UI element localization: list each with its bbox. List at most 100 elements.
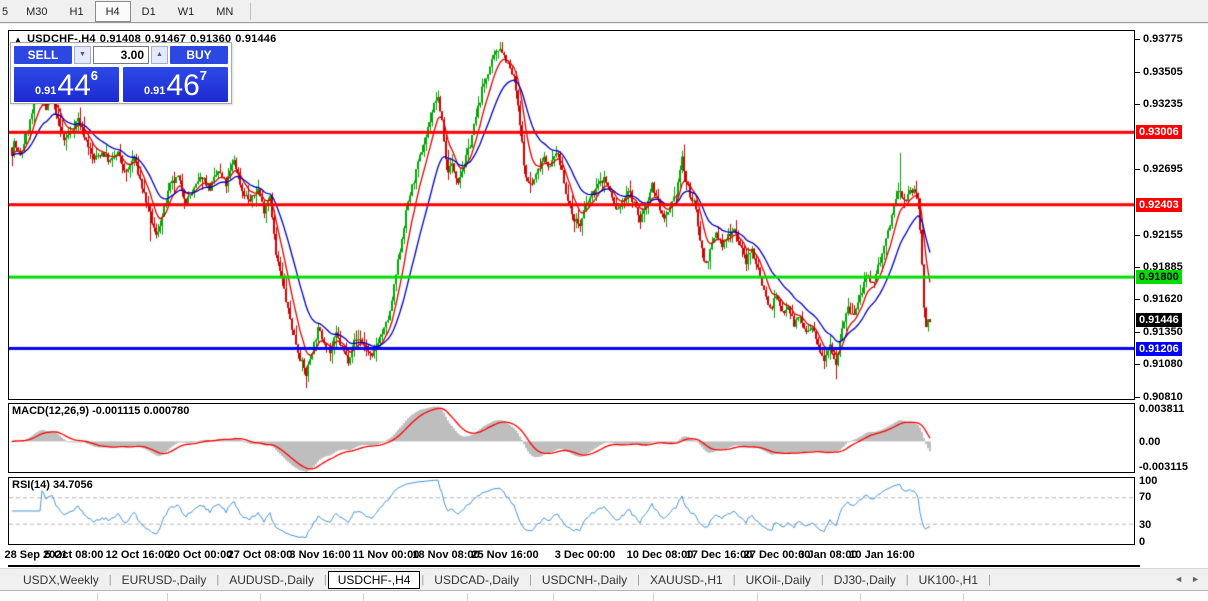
- price-badge-0.91206: 0.91206: [1136, 342, 1182, 357]
- rsi-label: RSI(14) 34.7056: [12, 479, 93, 491]
- price-tick-label: 0.90810: [1143, 390, 1183, 403]
- trade-panel-prices: 0.91 44 6 0.91 46 7: [14, 67, 228, 102]
- tab-scroll-left-icon[interactable]: ◄: [1174, 574, 1184, 584]
- macd-axis-label: 0.003811: [1139, 403, 1185, 415]
- price-tick-label: 0.91885: [1143, 261, 1183, 274]
- tab-separator: |: [732, 573, 736, 586]
- tab-usdchf-h4[interactable]: USDCHF-,H4: [327, 570, 421, 589]
- macd-label: MACD(12,26,9) -0.001115 0.000780: [12, 405, 190, 417]
- rsi-axis-label: 100: [1139, 475, 1158, 487]
- price-tick-label: 0.91620: [1143, 293, 1183, 306]
- panel-column-separator: [553, 593, 554, 601]
- timeframe-button-h4[interactable]: H4: [94, 0, 131, 22]
- buy-button[interactable]: BUY: [170, 46, 228, 64]
- time-axis-label: 3 Nov 16:00: [289, 549, 351, 561]
- time-axis-label: 3 Jan 08:00: [798, 549, 858, 561]
- sell-button[interactable]: SELL: [14, 46, 72, 64]
- tab-separator: |: [216, 573, 220, 586]
- timeframe-button-mn[interactable]: MN: [216, 5, 234, 18]
- price-tick-label: 0.91350: [1143, 325, 1183, 338]
- time-axis-label: 17 Dec 16:00: [685, 549, 753, 561]
- price-tick-mark: [1135, 39, 1140, 41]
- time-axis-label: 10 Jan 16:00: [849, 549, 915, 561]
- tab-separator: |: [637, 573, 641, 586]
- tab-scroll-arrows: ◄ ►: [1174, 573, 1200, 585]
- sell-price-display[interactable]: 0.91 44 6: [14, 67, 119, 102]
- price-tick-mark: [1135, 267, 1140, 269]
- macd-axis-label: 0.00: [1139, 435, 1161, 448]
- tab-ukoil-daily[interactable]: UKOil-,Daily: [745, 572, 811, 587]
- tab-separator: |: [528, 573, 532, 586]
- volume-increase-icon[interactable]: ▲: [151, 46, 168, 64]
- tab-separator: |: [905, 573, 909, 586]
- price-tick-label: 0.93505: [1143, 65, 1183, 78]
- price-badge-0.91800: 0.91800: [1136, 270, 1182, 285]
- macd-indicator-pane: MACD(12,26,9) -0.001115 0.000780: [8, 403, 1135, 473]
- tab-usdcad-daily[interactable]: USDCAD-,Daily: [434, 572, 519, 587]
- time-axis-label: 27 Dec 00:00: [743, 549, 811, 561]
- tab-usdx-weekly[interactable]: USDX,Weekly: [23, 572, 99, 587]
- macd-axis-label: -0.003115: [1139, 461, 1188, 473]
- sell-price-big: 44: [57, 69, 91, 102]
- panel-column-separator: [963, 593, 964, 601]
- price-badge-0.93006: 0.93006: [1136, 124, 1182, 139]
- tab-audusd-daily[interactable]: AUDUSD-,Daily: [229, 572, 314, 587]
- toolbar-separator: [250, 2, 252, 20]
- price-tick-mark: [1135, 169, 1140, 171]
- rsi-axis-label: 30: [1139, 518, 1152, 531]
- tab-xauusd-h1[interactable]: XAUUSD-,H1: [650, 572, 723, 587]
- buy-price-sup: 7: [199, 68, 208, 83]
- sell-price-prefix: 0.91: [34, 85, 57, 97]
- timeframe-button-w1[interactable]: W1: [177, 5, 195, 18]
- tab-uk100-h1[interactable]: UK100-,H1: [918, 572, 979, 587]
- time-axis: 28 Sep 2021 5 Oct 08:00 12 Oct 16:00 20 Oct…: [0, 549, 1135, 565]
- buy-price-prefix: 0.91: [143, 85, 166, 97]
- timeframe-button-m30[interactable]: M30: [26, 5, 48, 18]
- tab-separator: |: [988, 573, 991, 586]
- price-tick-label: 0.92155: [1143, 228, 1183, 241]
- timeframe-button-5[interactable]: 5: [2, 5, 9, 18]
- time-axis-label: 20 Oct 00:00: [167, 549, 233, 561]
- price-tick-label: 0.93775: [1143, 33, 1183, 46]
- rsi-axis-label: 0: [1139, 536, 1146, 548]
- panel-column-separator: [260, 593, 261, 601]
- tab-scroll-right-icon[interactable]: ►: [1191, 574, 1200, 584]
- one-click-trading-panel: SELL ▼ 3.00 ▲ BUY 0.91 44 6 0.91 46 7: [10, 42, 232, 104]
- tab-usdcnh-daily[interactable]: USDCNH-,Daily: [541, 572, 628, 587]
- price-tick-label: 0.91080: [1143, 358, 1183, 371]
- panel-column-separator: [860, 593, 861, 601]
- tab-dj30-daily[interactable]: DJ30-,Daily: [833, 572, 896, 587]
- collapse-triangle-icon[interactable]: ▲: [14, 35, 23, 44]
- panel-column-separator: [757, 593, 758, 601]
- buy-price-display[interactable]: 0.91 46 7: [123, 67, 228, 102]
- panel-column-separator: [167, 593, 168, 601]
- price-tick-mark: [1135, 234, 1140, 236]
- time-axis-label: 10 Dec 08:00: [626, 549, 694, 561]
- macd-canvas[interactable]: [9, 404, 1134, 472]
- time-axis-label: 5 Oct 08:00: [44, 549, 104, 561]
- terminal-panel-edge: [0, 590, 1208, 601]
- tab-separator: |: [421, 573, 425, 586]
- rsi-axis-label: 70: [1139, 491, 1152, 504]
- sell-price-sup: 6: [90, 68, 99, 83]
- tab-separator: |: [820, 573, 824, 586]
- timeframe-toolbar: 5 M30 H1 H4 D1 W1 MN: [0, 0, 1208, 23]
- price-badge-0.92403: 0.92403: [1136, 197, 1182, 212]
- panel-column-separator: [363, 593, 364, 601]
- time-axis-label: 3 Dec 00:00: [554, 549, 616, 561]
- panel-column-separator: [97, 593, 98, 601]
- trade-panel-controls: SELL ▼ 3.00 ▲ BUY: [14, 46, 228, 64]
- timeframe-button-h1[interactable]: H1: [69, 5, 84, 18]
- rsi-canvas[interactable]: [9, 478, 1134, 544]
- timeframe-button-d1[interactable]: D1: [141, 5, 156, 18]
- time-axis-label: 12 Oct 16:00: [105, 549, 171, 561]
- volume-input[interactable]: 3.00: [93, 46, 149, 64]
- tab-eurusd-daily[interactable]: EURUSD-,Daily: [121, 572, 207, 587]
- volume-decrease-icon[interactable]: ▼: [74, 46, 91, 64]
- time-axis-label: 18 Nov 08:00: [412, 549, 480, 561]
- price-axis: 0.93775 0.93505 0.93235 0.92695 0.92155 0.918…: [1135, 24, 1208, 568]
- rsi-indicator-pane: RSI(14) 34.7056: [8, 477, 1135, 545]
- price-tick-mark: [1135, 396, 1140, 398]
- price-tick-mark: [1135, 299, 1140, 301]
- buy-price-big: 46: [166, 69, 200, 102]
